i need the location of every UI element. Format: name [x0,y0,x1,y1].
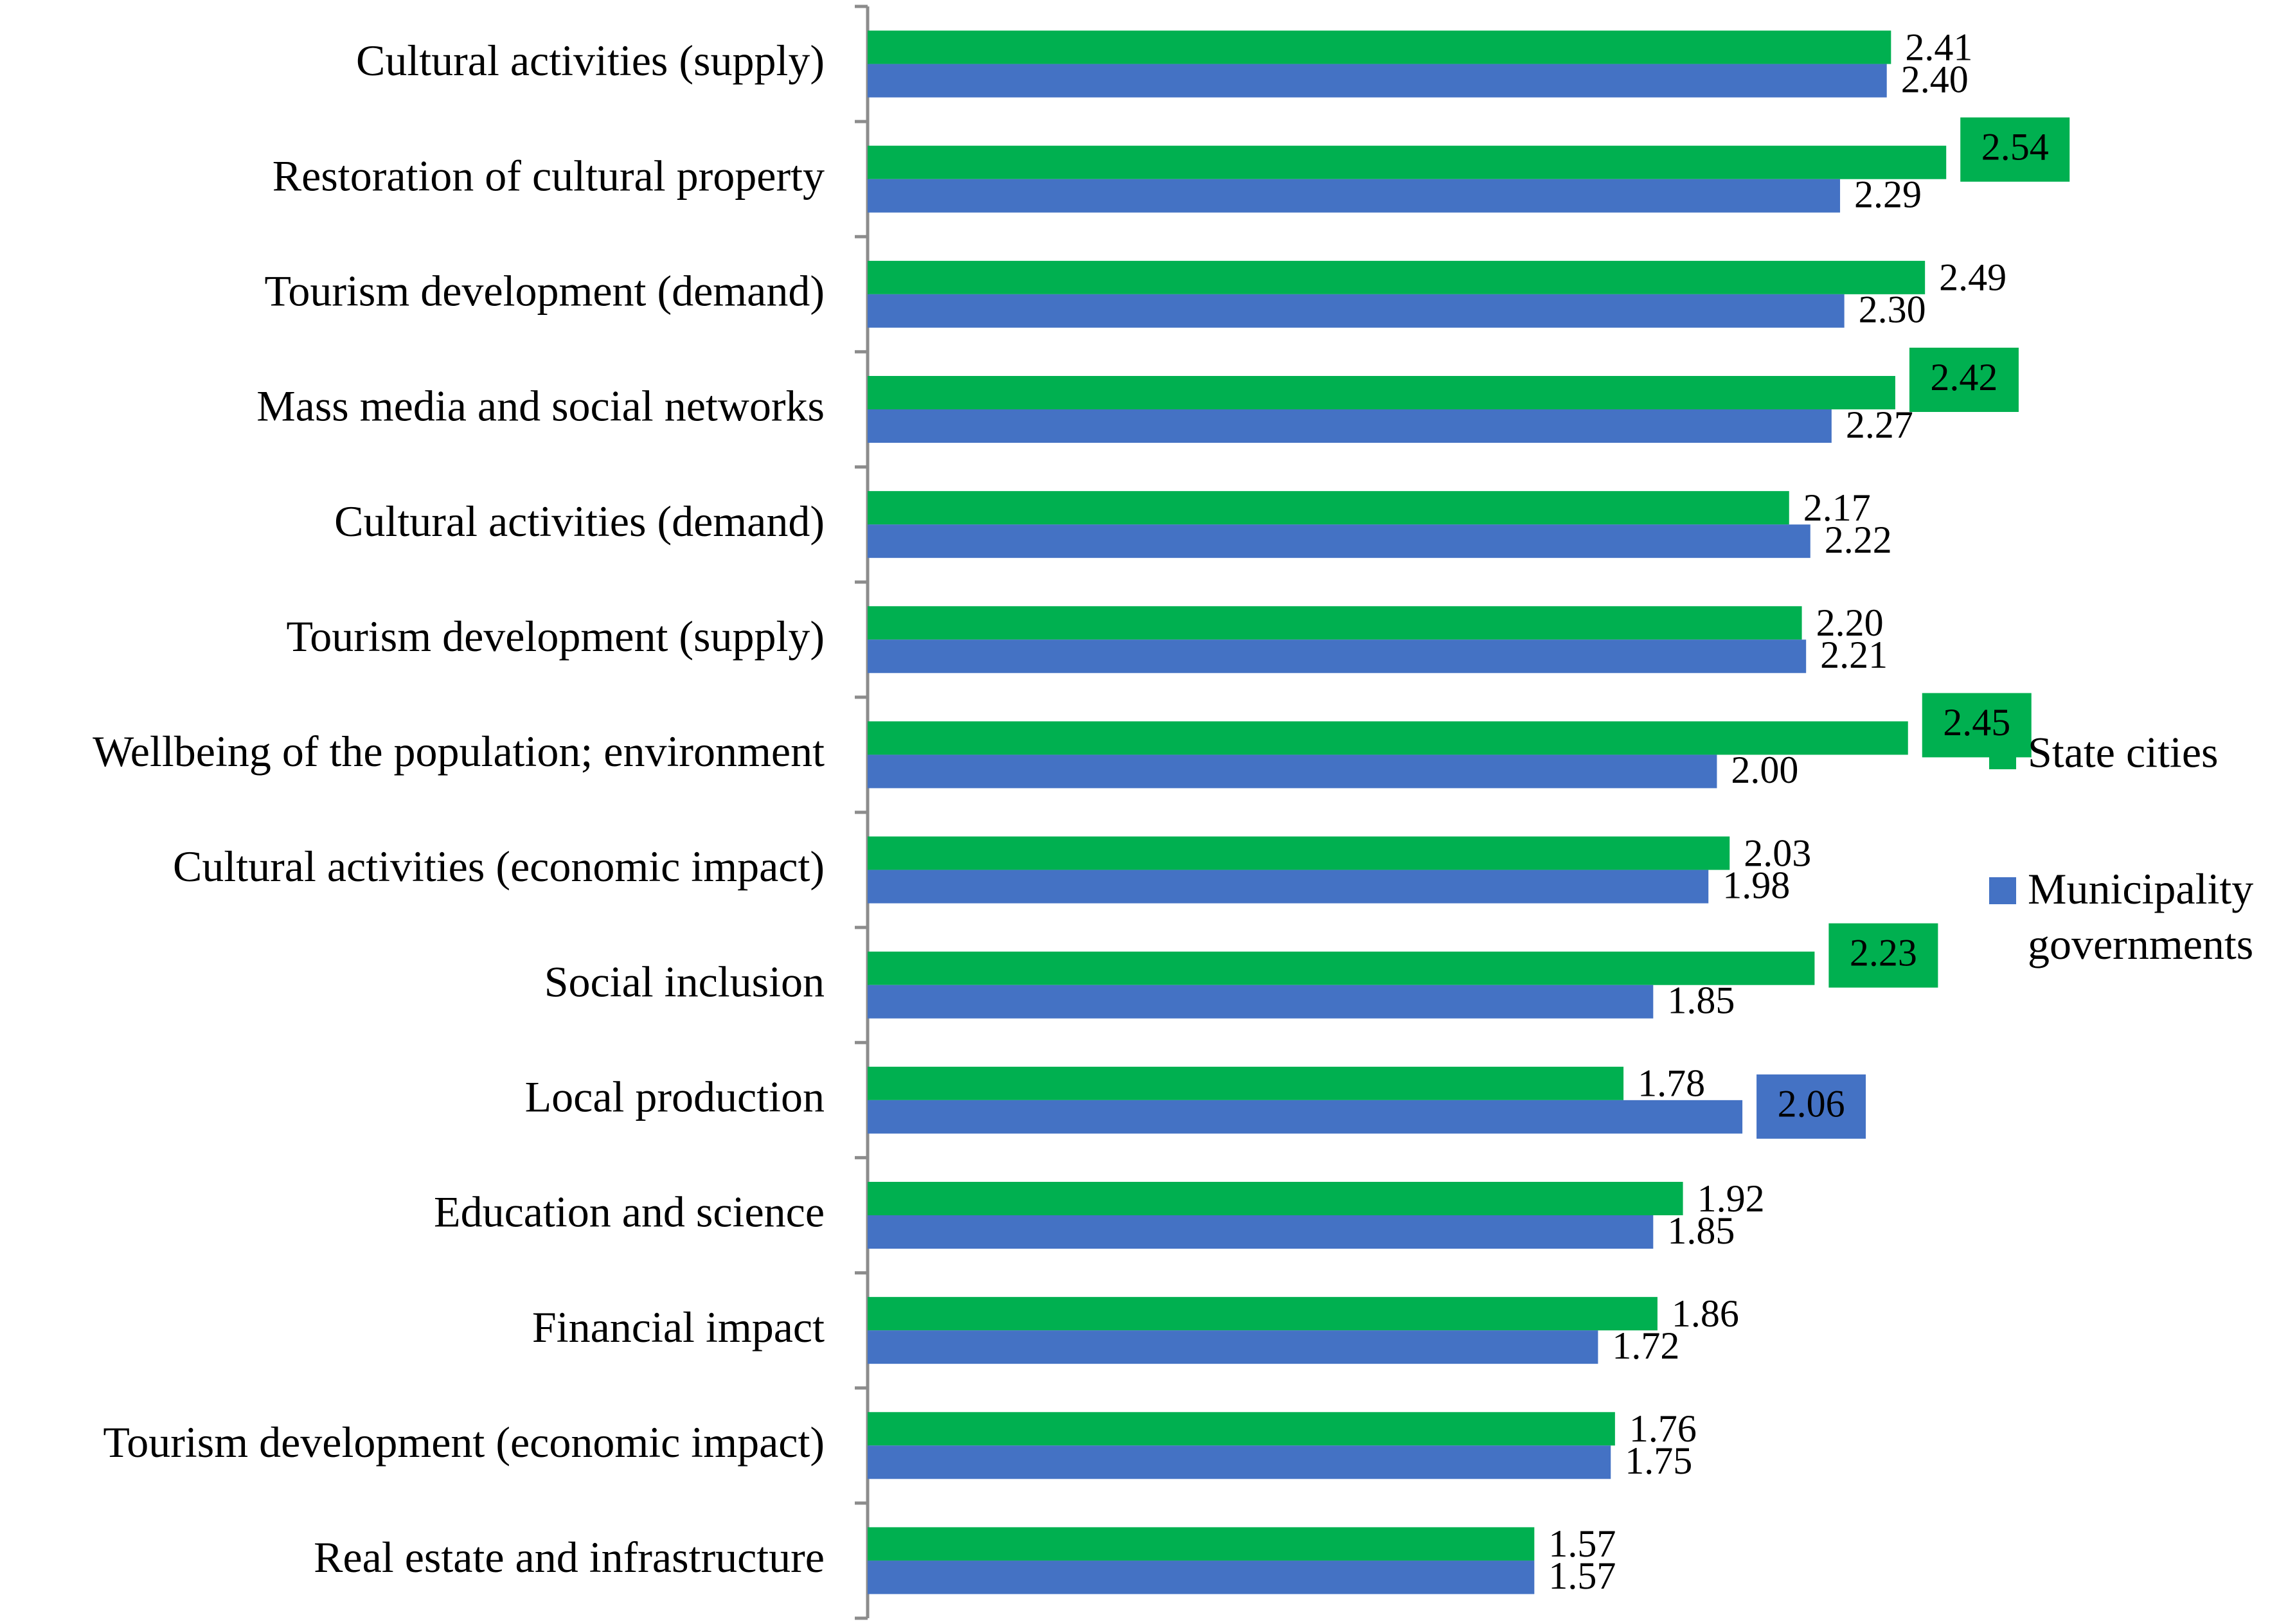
bar-state-cities [868,376,1895,409]
data-label: 2.17 [1803,486,1871,529]
category-label: Social inclusion [544,957,825,1006]
bar-municipality-governments [868,1560,1535,1594]
bar-municipality-governments [868,1100,1743,1134]
data-label: 2.54 [1981,125,2049,168]
data-label: 2.49 [1939,256,2006,299]
data-label: 1.98 [1722,864,1790,906]
bar-state-cities [868,491,1789,525]
category-label: Cultural activities (economic impact) [173,842,825,891]
data-label: 1.57 [1548,1555,1616,1597]
bar-state-cities [868,721,1908,755]
bar-state-cities [868,1182,1683,1215]
bar-state-cities [868,836,1730,870]
bar-state-cities [868,1066,1624,1100]
data-label: 1.76 [1629,1407,1697,1450]
bar-state-cities [868,1412,1615,1446]
bar-state-cities [868,951,1815,985]
bar-municipality-governments [868,64,1887,98]
data-label: 2.40 [1901,58,1969,100]
bar-municipality-governments [868,179,1841,213]
category-label: Mass media and social networks [256,382,825,431]
data-label: 2.27 [1846,404,1913,446]
highlighted-label-box [1756,1074,1866,1139]
data-label: 1.57 [1548,1522,1616,1565]
y-axis [855,4,870,1620]
highlighted-label-box [1828,923,1938,988]
bar-state-cities [868,1297,1658,1331]
data-label: 2.23 [1850,931,1917,974]
bar-state-cities [868,260,1926,294]
category-label: Financial impact [532,1303,825,1352]
category-label: Education and science [434,1188,825,1236]
data-label: 1.92 [1697,1177,1765,1220]
data-label: 1.78 [1638,1062,1705,1105]
bar-municipality-governments [868,985,1654,1019]
bar-municipality-governments [868,1215,1654,1249]
data-label: 2.22 [1825,519,1892,561]
data-label: 2.20 [1816,602,1884,644]
category-label: Restoration of cultural property [273,151,825,200]
bar-municipality-governments [868,294,1845,328]
data-label: 1.85 [1667,1209,1735,1252]
category-label: Tourism development (demand) [265,266,825,315]
bar-municipality-governments [868,1445,1611,1479]
data-label: 1.72 [1612,1325,1679,1367]
data-label: 2.30 [1859,289,1926,331]
legend-label-state-cities: State cities [2028,728,2218,777]
legend: State cities Municipality governments [1989,728,2253,968]
data-label: 2.45 [1943,701,2010,744]
legend-label-line: governments [2028,920,2253,968]
bar-state-cities [868,606,1802,640]
data-label: 1.85 [1667,979,1735,1021]
category-label: Tourism development (economic impact) [103,1418,825,1467]
category-label: Tourism development (supply) [286,612,825,661]
data-label: 2.06 [1778,1083,1845,1125]
data-label: 2.21 [1820,634,1888,676]
category-label: Cultural activities (supply) [356,36,825,85]
category-label: Wellbeing of the population; environment [93,727,825,776]
data-label: 2.41 [1905,26,1972,68]
labels: Cultural activities (supply) 2.412.40 Rest… [93,26,2070,1597]
highlighted-label-box [1909,348,2019,412]
data-label: 1.86 [1672,1292,1739,1335]
data-label: 2.03 [1744,832,1811,874]
bar-municipality-governments [868,754,1717,789]
bar-state-cities [868,1527,1535,1561]
category-label: Real estate and infrastructure [314,1533,825,1582]
legend-swatch-state-cities [1989,742,2016,769]
bar-municipality-governments [868,639,1807,674]
bar-municipality-governments [868,870,1709,904]
bar-state-cities [868,145,1947,179]
legend-label-municipality-governments: Municipality governments [2028,864,2253,968]
bar-municipality-governments [868,409,1832,443]
category-label: Cultural activities (demand) [334,497,825,546]
data-label: 2.00 [1731,749,1798,791]
bar-state-cities [868,30,1891,64]
legend-swatch-municipality-governments [1989,877,2016,904]
category-label: Local production [525,1072,825,1121]
data-label: 2.42 [1930,356,1997,398]
highlighted-label-box [1960,117,2070,182]
bars [868,30,1947,1594]
bar-municipality-governments [868,524,1810,558]
data-label: 1.75 [1625,1440,1692,1482]
data-label: 2.29 [1854,173,1922,215]
legend-label-line: Municipality [2028,864,2253,913]
bar-municipality-governments [868,1330,1598,1364]
